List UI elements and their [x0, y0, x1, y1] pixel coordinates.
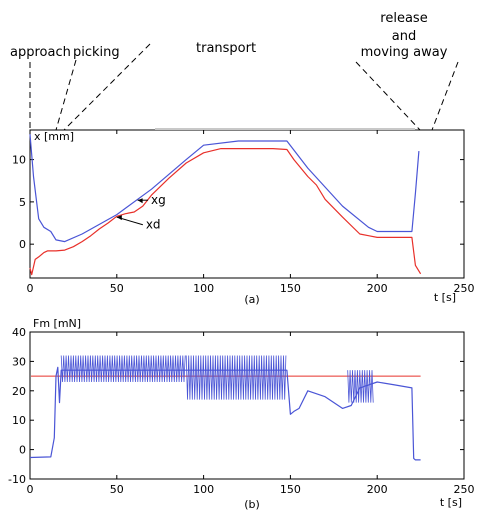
phase-picking-label: picking — [73, 45, 120, 60]
phase-release-label-1: release — [380, 11, 427, 26]
y-tick-label: 10 — [12, 414, 26, 427]
x-tick-label: 50 — [110, 282, 124, 295]
chart-a-ylabel: x [mm] — [34, 130, 74, 143]
phase-approach-label: approach — [10, 45, 71, 60]
chart-b-ylabel: Fm [mN] — [33, 317, 81, 330]
annotation-label: xd — [146, 218, 161, 232]
chart-a-series — [29, 134, 422, 276]
y-tick-label: 40 — [12, 326, 26, 339]
x-tick-label: 50 — [110, 483, 124, 496]
chart-a-frame — [29, 129, 465, 279]
y-tick-label: 0 — [19, 444, 26, 457]
x-tick-label: 250 — [454, 282, 475, 295]
x-tick-label: 0 — [27, 483, 34, 496]
x-tick-label: 0 — [27, 282, 34, 295]
chart-a-annotations: xg xd — [116, 193, 166, 232]
chart-b-series — [29, 355, 421, 461]
phase-divider-release-start — [355, 61, 421, 131]
phase-divider-picking-end — [63, 43, 151, 131]
chart-a-ticks: 0 50 100 150 200 250 0 5 10 — [12, 130, 475, 295]
x-tick-label: 100 — [193, 282, 214, 295]
annotation-arrowhead — [116, 215, 122, 221]
force-oscillation — [185, 355, 287, 400]
phase-divider-release-end — [431, 61, 459, 131]
series-xd — [29, 148, 422, 276]
force-oscillation — [347, 370, 374, 403]
chart-a-xlabel: t [s] — [434, 291, 456, 304]
y-tick-label: 10 — [12, 154, 26, 167]
y-tick-label: 30 — [12, 355, 26, 368]
y-tick-label: 0 — [19, 238, 26, 251]
chart-position: 0 50 100 150 200 250 0 5 10 xg xd x [mm] t [s] (a… — [12, 128, 475, 306]
y-tick-label: 20 — [12, 385, 26, 398]
x-tick-label: 150 — [280, 483, 301, 496]
annotation-label: xg — [151, 193, 166, 207]
force-oscillation — [60, 355, 186, 383]
chart-a-caption: (a) — [244, 293, 259, 306]
phase-labels: approach picking transport release and m… — [10, 11, 459, 131]
y-tick-label: -10 — [8, 473, 26, 486]
phase-transport-label: transport — [196, 41, 256, 56]
x-tick-label: 150 — [280, 282, 301, 295]
y-tick-label: 5 — [19, 196, 26, 209]
x-tick-label: 250 — [454, 483, 475, 496]
phase-release-label-3: moving away — [361, 45, 448, 60]
phase-release-label-2: and — [392, 29, 416, 44]
annotation-arrowhead — [137, 198, 143, 204]
x-tick-label: 200 — [367, 483, 388, 496]
chart-b-caption: (b) — [244, 498, 260, 511]
x-tick-label: 200 — [367, 282, 388, 295]
series-Fm — [29, 366, 421, 461]
chart-b-frame — [29, 331, 465, 480]
phase-divider-picking — [55, 59, 77, 131]
x-tick-label: 100 — [193, 483, 214, 496]
chart-b-xlabel: t [s] — [440, 496, 462, 509]
series-xg — [29, 134, 420, 243]
